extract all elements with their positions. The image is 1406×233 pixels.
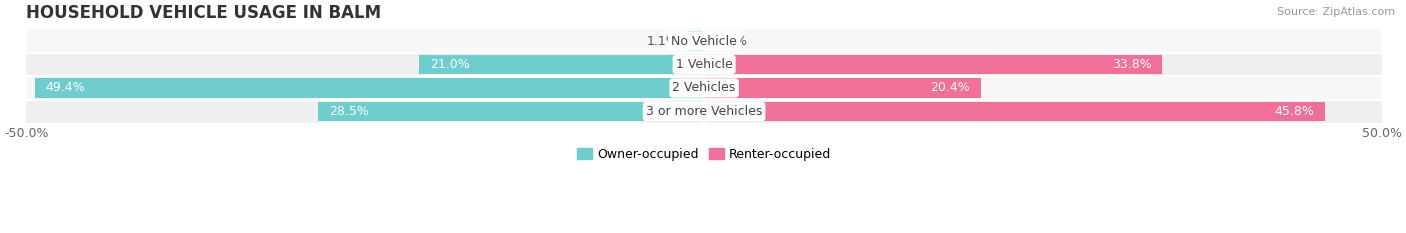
Bar bbox=[704, 78, 980, 98]
Text: 20.4%: 20.4% bbox=[929, 82, 970, 94]
Bar bbox=[27, 53, 1382, 76]
Text: 0.0%: 0.0% bbox=[716, 34, 747, 48]
Text: 2 Vehicles: 2 Vehicles bbox=[672, 82, 735, 94]
Text: No Vehicle: No Vehicle bbox=[671, 34, 737, 48]
Text: 1 Vehicle: 1 Vehicle bbox=[676, 58, 733, 71]
Text: 49.4%: 49.4% bbox=[45, 82, 84, 94]
Text: 28.5%: 28.5% bbox=[329, 105, 368, 118]
Text: 45.8%: 45.8% bbox=[1274, 105, 1315, 118]
Text: 33.8%: 33.8% bbox=[1112, 58, 1152, 71]
Bar bbox=[318, 102, 704, 121]
Bar bbox=[704, 102, 1324, 121]
Bar bbox=[27, 29, 1382, 53]
Bar bbox=[27, 76, 1382, 100]
Text: Source: ZipAtlas.com: Source: ZipAtlas.com bbox=[1277, 7, 1395, 17]
Legend: Owner-occupied, Renter-occupied: Owner-occupied, Renter-occupied bbox=[572, 143, 837, 166]
Text: 3 or more Vehicles: 3 or more Vehicles bbox=[645, 105, 762, 118]
Bar bbox=[35, 78, 704, 98]
Bar bbox=[27, 100, 1382, 123]
Bar bbox=[689, 31, 704, 51]
Text: 1.1%: 1.1% bbox=[647, 34, 678, 48]
Bar bbox=[704, 55, 1163, 74]
Bar bbox=[419, 55, 704, 74]
Text: 21.0%: 21.0% bbox=[430, 58, 470, 71]
Text: HOUSEHOLD VEHICLE USAGE IN BALM: HOUSEHOLD VEHICLE USAGE IN BALM bbox=[27, 4, 381, 22]
